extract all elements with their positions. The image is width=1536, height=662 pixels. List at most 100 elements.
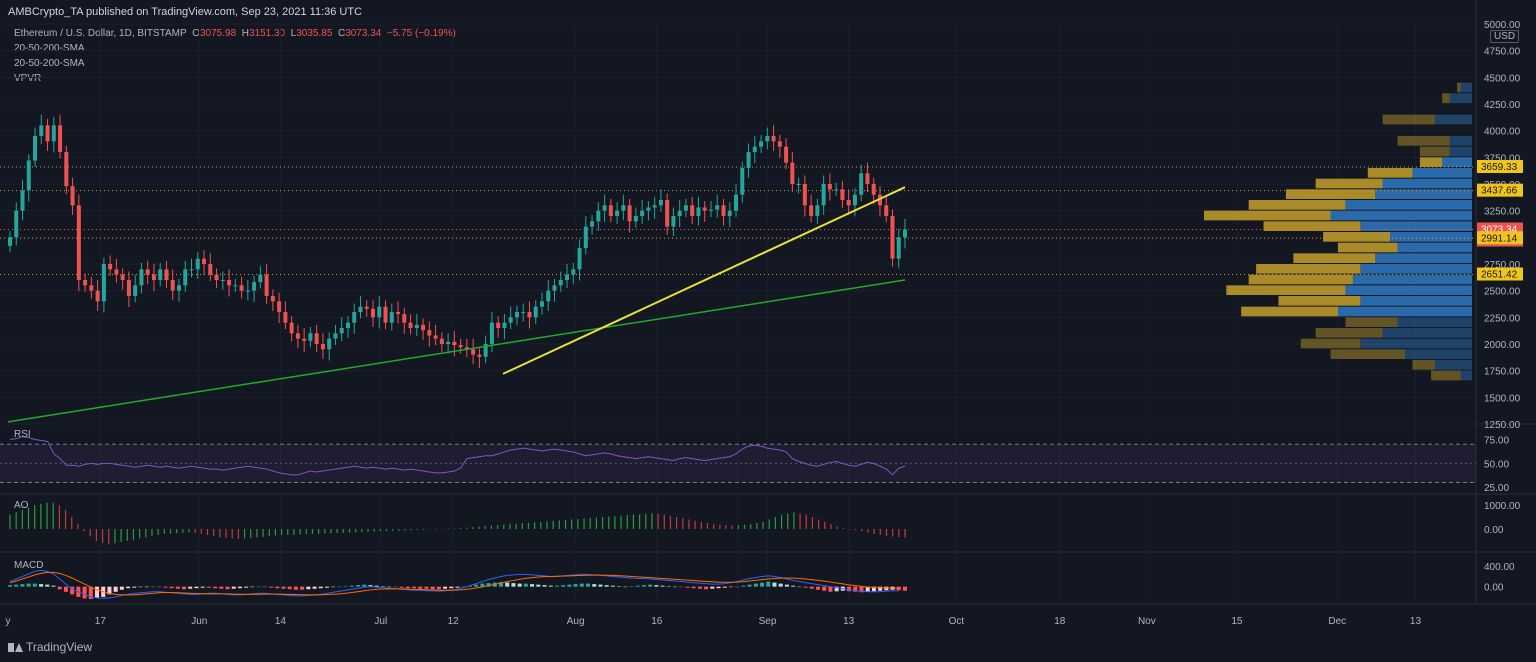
ao-bar (206, 528, 209, 535)
macd-histogram-bar (853, 586, 858, 592)
macd-histogram-bar (175, 586, 180, 589)
volume-profile-down-bar (1345, 317, 1398, 327)
macd-histogram-bar (269, 586, 274, 588)
candle-body (195, 258, 200, 270)
ao-bar (71, 517, 73, 529)
ao-bar (793, 512, 795, 529)
candle-body (552, 285, 557, 291)
macd-histogram-bar (791, 585, 796, 587)
ao-bar (762, 521, 764, 529)
ao-bar (52, 502, 54, 529)
macd-histogram-bar (691, 586, 696, 589)
currency-button[interactable]: USD (1490, 30, 1520, 43)
macd-histogram-bar (505, 582, 510, 587)
price-label-box (1477, 231, 1523, 245)
volume-profile-up-bar (1375, 189, 1472, 199)
ao-bar (145, 528, 147, 538)
ao-bar (892, 528, 894, 537)
volume-profile-up-bar (1434, 360, 1472, 370)
ao-bar (682, 518, 684, 529)
candle-body (89, 285, 94, 291)
macd-histogram-bar (343, 586, 348, 587)
indicator-vpvr[interactable]: VPVR (14, 73, 42, 84)
ao-bar (120, 528, 122, 543)
macd-histogram-bar (163, 586, 168, 588)
ao-bar (676, 517, 678, 529)
macd-histogram-bar (592, 584, 597, 587)
ao-bar (824, 521, 826, 529)
candle-body (277, 301, 282, 312)
candle-body (358, 306, 363, 312)
volume-profile-up-bar (1352, 274, 1472, 285)
ao-bar (311, 528, 314, 534)
ao-bar (101, 528, 104, 544)
candle-body (602, 205, 607, 211)
candle-body (302, 338, 307, 341)
macd-histogram-bar (828, 586, 833, 592)
candle-body (464, 347, 469, 350)
candle-body (777, 141, 782, 147)
candle-body (427, 330, 432, 336)
indicator-sma-2[interactable]: 20-50-200-SMA (14, 58, 85, 69)
tradingview-brand[interactable]: TradingView (8, 640, 92, 654)
volume-profile-down-bar (1397, 136, 1450, 146)
ao-bar (200, 528, 202, 534)
volume-profile-up-bar (1449, 136, 1472, 146)
macd-histogram-bar (536, 584, 541, 587)
macd-histogram-bar (461, 586, 466, 588)
ao-bar (256, 528, 258, 538)
candle-body (827, 184, 832, 190)
time-tick-label: Jul (374, 616, 387, 627)
ao-bar (213, 528, 215, 537)
ao-bar (645, 513, 647, 529)
volume-profile-down-bar (1248, 200, 1346, 210)
candle-body (220, 280, 225, 281)
ao-bar (348, 528, 351, 533)
macd-histogram-bar (834, 586, 839, 592)
candle-body (577, 248, 582, 270)
ao-bar (157, 528, 159, 535)
macd-histogram-bar (859, 586, 864, 593)
macd-histogram-bar (598, 584, 603, 587)
macd-histogram-bar (387, 586, 392, 588)
ao-bar (472, 527, 474, 529)
ao-bar (484, 526, 486, 529)
macd-histogram-bar (219, 586, 224, 589)
macd-histogram-bar (604, 585, 609, 587)
candle-body (245, 290, 250, 292)
macd-histogram-bar (188, 586, 193, 589)
ao-bar (324, 528, 326, 534)
ao-bar (293, 528, 295, 535)
ao-bar (268, 528, 270, 537)
candle-body (214, 274, 219, 280)
price-tick-label: 2750.00 (1484, 260, 1521, 271)
macd-histogram-bar (393, 586, 398, 588)
macd-histogram-bar (679, 586, 684, 588)
macd-histogram-bar (753, 583, 758, 587)
candle-body (258, 274, 263, 283)
macd-tick-label: 0.00 (1484, 583, 1504, 594)
macd-histogram-bar (26, 583, 31, 587)
candle-body (683, 205, 688, 211)
macd-histogram-bar (716, 586, 721, 589)
macd-histogram-bar (356, 585, 361, 587)
candle-body (58, 125, 63, 152)
ao-bar (404, 528, 406, 531)
candle-body (264, 274, 269, 296)
time-tick-label: Sep (759, 616, 777, 627)
ao-bar (447, 528, 449, 530)
ao-bar (490, 525, 493, 529)
ao-bar (392, 528, 394, 531)
macd-histogram-bar (778, 583, 783, 587)
candle-body (590, 221, 595, 227)
macd-histogram-bar (324, 586, 329, 588)
rsi-tick-label: 75.00 (1484, 436, 1509, 447)
macd-histogram-bar (573, 584, 578, 587)
candle-body (39, 125, 44, 136)
indicator-sma-1[interactable]: 20-50-200-SMA (14, 43, 85, 54)
tradingview-brand-label: TradingView (26, 640, 93, 654)
macd-histogram-bar (548, 585, 553, 587)
macd-histogram-bar (722, 586, 727, 588)
macd-histogram-bar (349, 585, 354, 587)
